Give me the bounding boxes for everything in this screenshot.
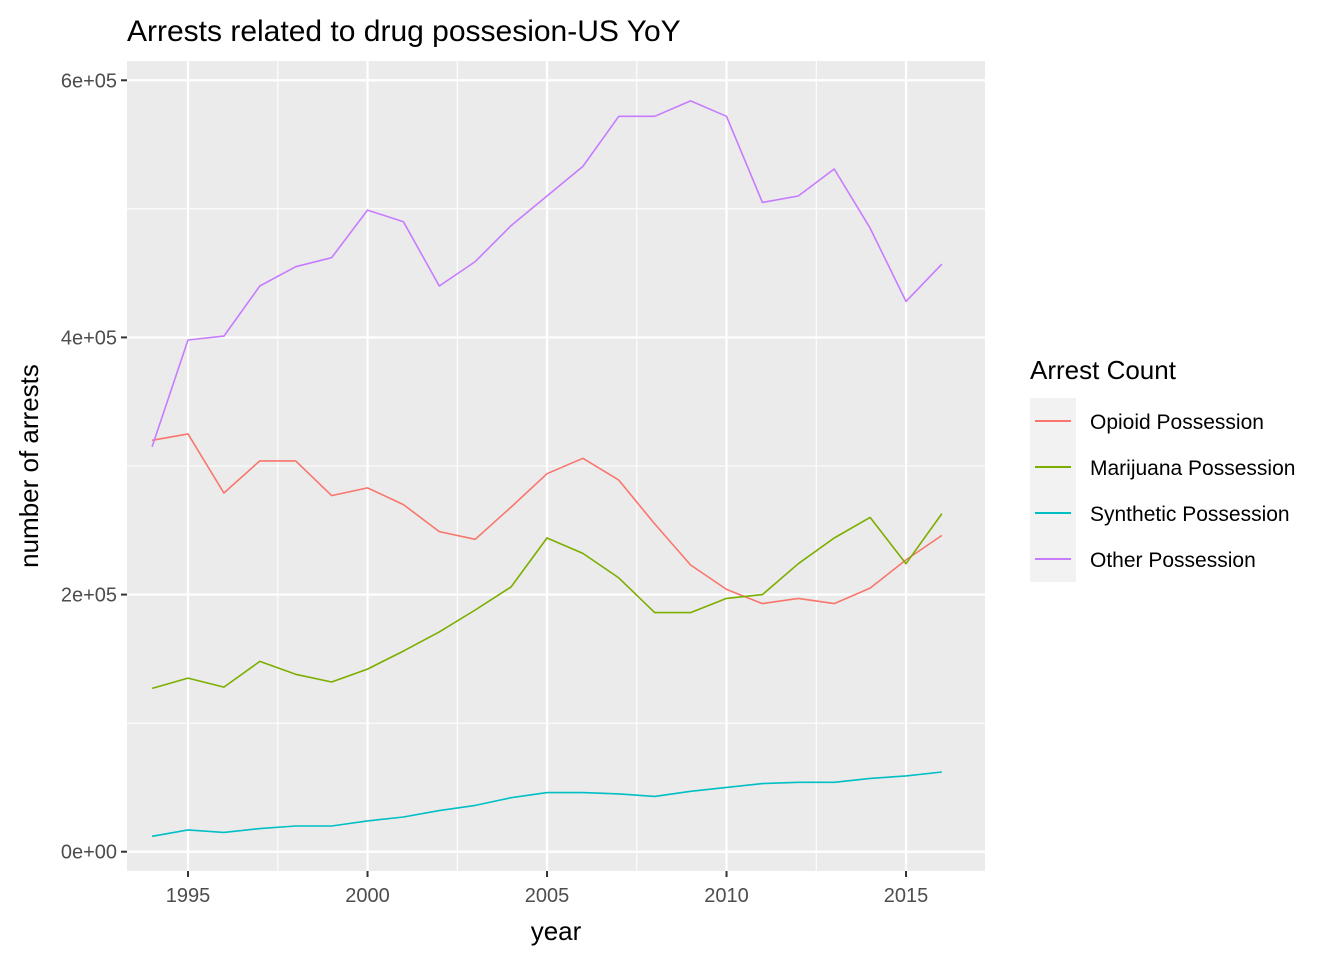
x-tick-label: 2005 (525, 885, 570, 907)
y-axis: 0e+00 2e+05 4e+05 6e+05 (61, 70, 127, 864)
series-line-opioid-possession (151, 433, 943, 605)
series-line-synthetic-possession (151, 771, 942, 838)
x-axis: 1995 2000 2005 2010 2015 (166, 871, 928, 907)
minor-gridlines (127, 61, 985, 871)
legend-label-other-possession: Other Possession (1090, 549, 1256, 572)
x-tick-label: 1995 (166, 885, 211, 907)
legend-label-opioid-possession: Opioid Possession (1090, 411, 1264, 434)
legend-label-marijuana-possession: Marijuana Possession (1090, 457, 1295, 480)
series-lines (151, 100, 943, 838)
x-tick-label: 2010 (704, 885, 749, 907)
y-tick-label: 0e+00 (61, 842, 117, 864)
series-line-marijuana-possession (151, 513, 943, 690)
series-line-other-possession (151, 100, 943, 447)
chart-title: Arrests related to drug possesion-US YoY (127, 15, 681, 48)
legend: Arrest Count Opioid Possession Marijuana … (1030, 355, 1295, 582)
y-tick-label: 2e+05 (61, 585, 117, 607)
legend-label-synthetic-possession: Synthetic Possession (1090, 503, 1290, 526)
y-tick-label: 4e+05 (61, 327, 117, 349)
x-axis-title: year (531, 916, 582, 946)
legend-title: Arrest Count (1030, 355, 1177, 385)
major-gridlines (127, 61, 985, 871)
y-axis-title: number of arrests (14, 364, 44, 568)
y-tick-label: 6e+05 (61, 70, 117, 92)
x-tick-label: 2000 (345, 885, 390, 907)
x-tick-label: 2015 (884, 885, 929, 907)
